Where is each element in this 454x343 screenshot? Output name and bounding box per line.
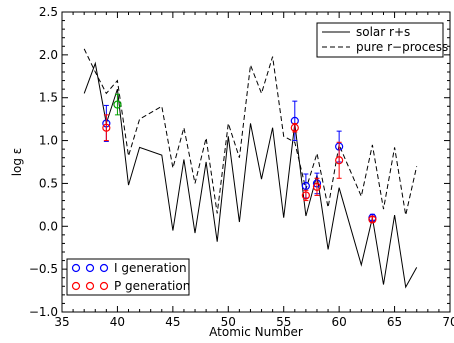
y-tick-label: 0.0 bbox=[39, 219, 58, 233]
data-point bbox=[368, 215, 377, 224]
plot-frame bbox=[61, 11, 451, 313]
legend-marker-blue bbox=[99, 263, 109, 273]
legend-marker-red bbox=[85, 281, 95, 291]
y-tick-label: −1.0 bbox=[29, 305, 58, 319]
x-tick-label: 70 bbox=[442, 315, 454, 329]
observations bbox=[102, 93, 377, 224]
legend-label-p-generation: P generation bbox=[114, 279, 190, 293]
x-tick-label: 65 bbox=[387, 315, 402, 329]
data-point bbox=[312, 182, 322, 191]
data-point bbox=[290, 123, 299, 132]
y-tick-label: 1.5 bbox=[39, 91, 58, 105]
x-axis-title: Atomic Number bbox=[209, 325, 303, 339]
data-point bbox=[301, 181, 310, 191]
r-process-line bbox=[83, 48, 418, 216]
solar-line bbox=[83, 61, 418, 289]
legend-box bbox=[316, 22, 444, 58]
legend-marker-red bbox=[99, 281, 109, 291]
x-tick-label: 35 bbox=[54, 315, 69, 329]
x-tick-label: 40 bbox=[110, 315, 125, 329]
axis-ticks: 35 40 45 50 55 60 65 70 −1.0 −0.5 0.0 0.5 1.0 1.5 2.0 2… bbox=[29, 5, 454, 329]
legend-marker-blue bbox=[71, 263, 81, 273]
y-tick-label: 1.0 bbox=[39, 134, 58, 148]
data-point bbox=[113, 100, 122, 109]
data-point bbox=[335, 156, 344, 165]
y-tick-label: 2.0 bbox=[39, 48, 58, 62]
x-tick-label: 50 bbox=[221, 315, 236, 329]
y-tick-label: 0.5 bbox=[39, 176, 58, 190]
data-point bbox=[301, 191, 310, 200]
data-point bbox=[102, 123, 111, 132]
y-tick-label: −0.5 bbox=[29, 262, 58, 276]
x-tick-label: 45 bbox=[165, 315, 180, 329]
legend-marker-red bbox=[71, 281, 81, 291]
y-tick-label: 2.5 bbox=[39, 5, 58, 19]
y-axis-title: log ε bbox=[10, 148, 24, 177]
model-lines bbox=[83, 48, 418, 289]
legend-models: solar r+s pure r−process bbox=[316, 22, 448, 58]
legend-generations: I generation P generation bbox=[66, 258, 190, 296]
x-tick-label: 55 bbox=[276, 315, 291, 329]
legend-marker-blue bbox=[85, 263, 95, 273]
legend-label-r-process: pure r−process bbox=[356, 40, 448, 54]
x-tick-label: 60 bbox=[332, 315, 347, 329]
legend-label-i-generation: I generation bbox=[114, 261, 187, 275]
legend-label-solar: solar r+s bbox=[356, 25, 410, 39]
